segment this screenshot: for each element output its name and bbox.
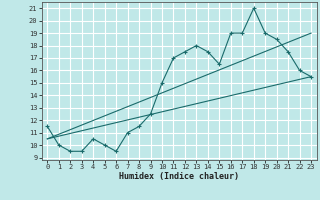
- X-axis label: Humidex (Indice chaleur): Humidex (Indice chaleur): [119, 172, 239, 181]
